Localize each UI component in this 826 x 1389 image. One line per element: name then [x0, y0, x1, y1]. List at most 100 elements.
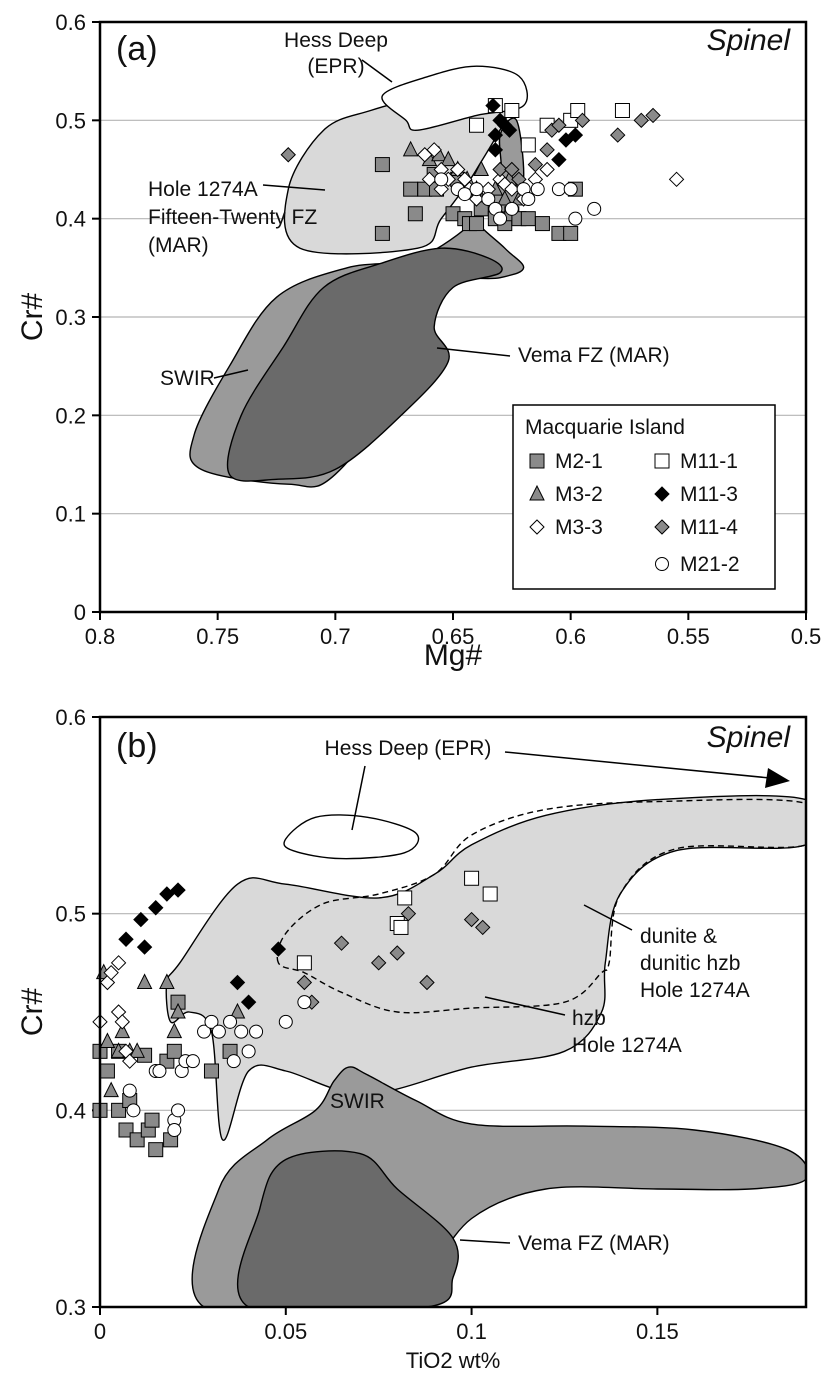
- a-point-white-circle: [587, 201, 602, 216]
- a-point-gray-diamond: [645, 107, 661, 124]
- a-point-gray-square: [403, 181, 419, 197]
- a-annotation-swir: SWIR: [160, 367, 215, 390]
- a-annotation-fifteen-twenty: Fifteen-Twenty FZ: [148, 206, 317, 229]
- a-point-white-square: [520, 137, 536, 153]
- a-legend-box: [512, 404, 776, 590]
- a-point-gray-diamond: [504, 161, 520, 178]
- b-x-tick-label: 0: [94, 1319, 106, 1344]
- a-x-tick-label: 0.65: [432, 624, 475, 649]
- a-point-black-diamond: [487, 127, 504, 143]
- b-point-gray-square: [118, 1122, 134, 1138]
- b-point-gray-square: [99, 1063, 115, 1079]
- a-point-white-diamond: [468, 191, 485, 207]
- b-y-tick-label: 0.4: [55, 1098, 86, 1123]
- a-y-tick-label: 0: [74, 600, 86, 625]
- b-x-tick-label: 0.1: [456, 1319, 487, 1344]
- b-point-black-diamond: [270, 941, 287, 957]
- a-point-gray-diamond: [633, 112, 649, 129]
- a-point-white-circle: [563, 182, 578, 197]
- a-annotation-mar: (MAR): [148, 234, 209, 257]
- a-point-gray-diamond: [551, 117, 567, 133]
- b-point-white-circle: [197, 1024, 212, 1039]
- a-region-layer: [189, 65, 528, 488]
- a-x-tick-label: 0.55: [667, 624, 710, 649]
- a-point-gray-diamond: [527, 156, 544, 173]
- a-point-white-circle: [457, 187, 472, 202]
- a-y-tick-label: 0.6: [55, 10, 86, 35]
- b-point-white-circle: [249, 1024, 264, 1039]
- b-point-gray-triangle: [114, 1022, 131, 1039]
- a-y-tick-label: 0.1: [55, 502, 86, 527]
- b-point-gray-triangle: [229, 1002, 246, 1019]
- a-y-tick-label: 0.2: [55, 403, 86, 428]
- b-point-gray-diamond: [475, 919, 491, 936]
- a-point-gray-triangle: [440, 150, 457, 167]
- b-point-white-circle: [278, 1014, 293, 1029]
- a-legend-marker-black-diamond: [654, 486, 670, 502]
- a-point-white-diamond: [504, 181, 520, 197]
- b-point-white-square: [464, 870, 480, 886]
- b-point-gray-diamond: [419, 974, 435, 991]
- a-point-white-circle: [493, 211, 508, 226]
- a-point-gray-diamond: [574, 112, 591, 129]
- b-annotation-hess-deep: Hess Deep (EPR): [325, 737, 492, 760]
- a-point-gray-diamond: [492, 161, 508, 178]
- a-x-tick-label: 0.7: [320, 624, 351, 649]
- b-annotation-dunite-1: dunite &: [640, 925, 717, 948]
- b-plot-frame: [98, 715, 808, 1309]
- a-point-gray-square: [469, 216, 485, 232]
- b-point-white-circle: [152, 1064, 167, 1078]
- b-point-gray-triangle: [103, 1081, 119, 1098]
- b-point-gray-square: [203, 1063, 219, 1079]
- a-legend-label-m2-1: M2-1: [555, 450, 603, 473]
- b-point-white-circle: [211, 1024, 226, 1039]
- a-point-white-diamond: [433, 181, 449, 197]
- b-point-white-square: [393, 919, 409, 935]
- a-annotation-hess-deep: Hess Deep: [284, 29, 388, 52]
- a-annotation-hess-deep-epr: (EPR): [307, 55, 364, 78]
- a-legend-marker-gray-triangle: [529, 484, 545, 501]
- a-point-black-diamond: [501, 122, 518, 138]
- a-regions: [189, 65, 528, 488]
- b-leader-hzb: [484, 996, 566, 1016]
- b-point-gray-triangle: [159, 973, 175, 989]
- b-point-black-diamond: [159, 886, 175, 902]
- b-point-white-circle: [241, 1044, 256, 1059]
- a-point-white-circle: [481, 192, 496, 206]
- b-y-axis-label: Cr#: [16, 988, 49, 1037]
- a-annotation-hole-1274a: Hole 1274A: [148, 178, 258, 201]
- a-legend: Macquarie Island M2-1 M11-1 M3-2 M11-3 M…: [512, 404, 776, 590]
- a-point-white-diamond: [539, 161, 555, 178]
- b-dunite-boundary: [276, 798, 806, 1014]
- a-legend-marker-white-circle: [655, 557, 669, 571]
- b-y-tick-label: 0.5: [55, 902, 86, 927]
- b-point-gray-diamond: [400, 905, 417, 922]
- b-point-white-circle: [171, 1103, 186, 1118]
- a-point-gray-diamond: [280, 147, 296, 163]
- b-arrowhead-icon: [765, 768, 790, 788]
- a-legend-label-m11-3: M11-3: [680, 483, 738, 506]
- a-point-gray-diamond: [539, 142, 555, 158]
- b-region-vema-fz: [237, 1150, 459, 1307]
- b-point-gray-triangle: [136, 973, 153, 989]
- a-point-white-circle: [434, 172, 449, 187]
- a-x-tick-label: 0.6: [555, 624, 586, 649]
- b-point-white-circle: [204, 1014, 219, 1029]
- a-legend-markers: [529, 453, 670, 571]
- a-point-black-diamond: [485, 97, 501, 114]
- a-y-tick-label: 0.4: [55, 207, 86, 232]
- a-legend-title: Macquarie Island: [525, 416, 685, 439]
- b-ticks: 0.3 0.4 0.5 0.6 0 0.05 0.1 0.15: [55, 705, 678, 1344]
- a-title: Spinel: [707, 24, 792, 57]
- a-point-white-circle: [551, 182, 566, 197]
- b-regions: [165, 794, 806, 1307]
- a-point-white-diamond: [668, 171, 685, 188]
- a-point-gray-square: [407, 206, 423, 222]
- b-y-tick-label: 0.6: [55, 705, 86, 730]
- a-y-tick-label: 0.5: [55, 108, 86, 133]
- a-point-white-diamond: [421, 171, 438, 188]
- b-point-gray-diamond: [333, 935, 350, 951]
- a-legend-label-m21-2: M21-2: [680, 553, 740, 576]
- b-leader-dunite: [583, 904, 633, 931]
